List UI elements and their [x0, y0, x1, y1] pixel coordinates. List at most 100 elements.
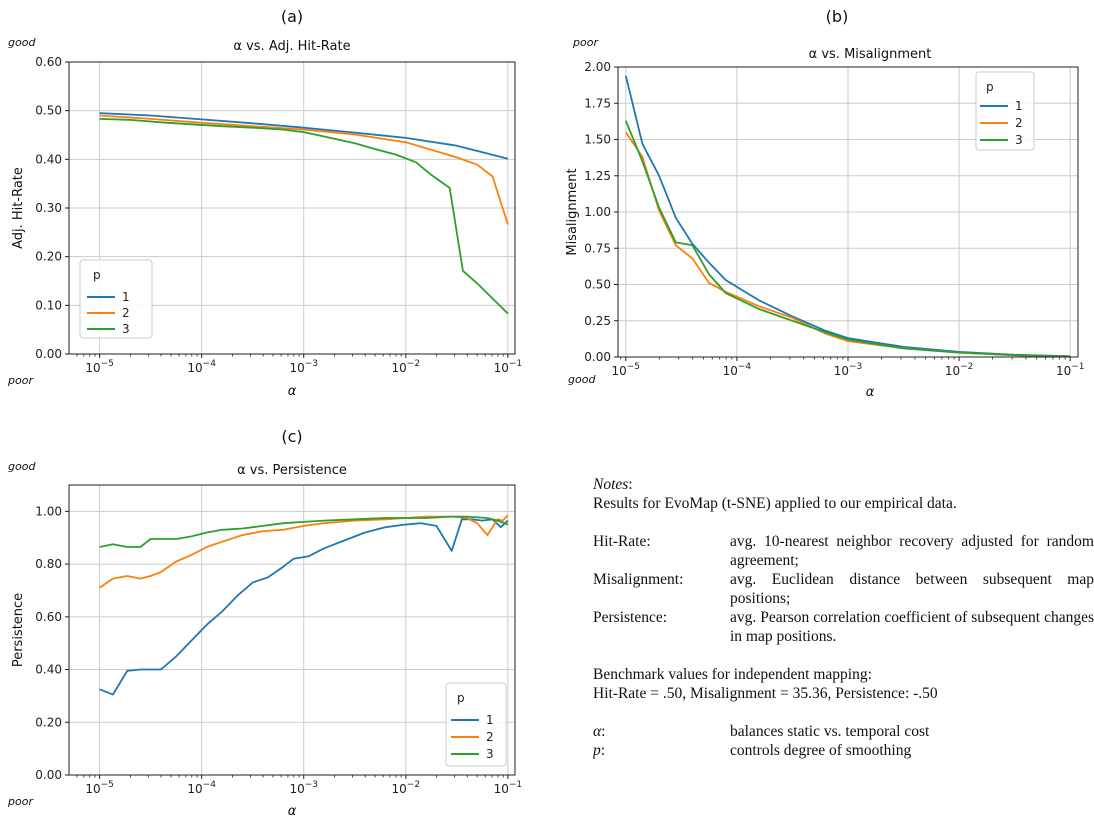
y-tick-label: 0.50 — [35, 104, 62, 118]
legend-box — [975, 71, 1035, 151]
quality-bottom-label: poor — [7, 795, 34, 808]
plot-area: 10−5 10−4 10−3 10−2 10−1 0.00 0.10 0.20 0.30 0.40… — [35, 55, 522, 375]
y-tick-label: 0.10 — [35, 298, 62, 312]
y-tick-label: 0.60 — [35, 55, 62, 69]
panel-label: (a) — [281, 7, 303, 26]
benchmark-values: Hit-Rate = .50, Misalignment = 35.36, Pe… — [593, 685, 938, 702]
x-tick-label: 10−1 — [494, 359, 523, 375]
definition-text: avg. 10-nearest neighbor recovery adjust… — [730, 533, 1094, 569]
series-line-p1 — [99, 112, 509, 160]
x-tick-label: 10−5 — [85, 359, 114, 375]
quality-top-label: poor — [572, 36, 599, 49]
x-tick-label: 10−5 — [85, 780, 114, 796]
legend-title: p — [457, 691, 465, 705]
quality-top-label: good — [8, 460, 36, 473]
definition-text: avg. Euclidean distance between subseque… — [730, 571, 1094, 607]
series-line-p1 — [624, 75, 1071, 358]
series-line-p1 — [99, 518, 509, 696]
chart-panel-b: 10−5 10−4 10−3 10−2 10−1 0.00 0.25 0.50 0.75 1.00… — [565, 7, 1085, 400]
x-tick-label: 10−2 — [945, 362, 974, 378]
x-tick-label: 10−3 — [834, 362, 863, 378]
legend-label-p3: 3 — [486, 747, 494, 761]
definition-term: Hit-Rate: — [593, 533, 651, 550]
x-tick-label: 10−3 — [289, 780, 318, 796]
x-tick-label: 10−4 — [187, 359, 216, 375]
definition-term: Persistence: — [593, 609, 668, 626]
x-axis-label: α — [288, 384, 297, 399]
parameter-text: controls degree of smoothing — [730, 742, 912, 759]
parameter-symbol: α — [593, 723, 602, 740]
panel-label: (c) — [281, 427, 302, 446]
y-tick-label: 0.30 — [35, 201, 62, 215]
chart-panel-a: 10−5 10−4 10−3 10−2 10−1 0.00 0.10 0.20 0.30 0.40… — [7, 7, 522, 399]
quality-bottom-label: poor — [7, 374, 34, 387]
y-tick-label: 0.20 — [35, 250, 62, 264]
legend-label-p2: 2 — [122, 306, 130, 320]
chart-title: α vs. Persistence — [237, 463, 347, 478]
chart-panel-c: 10−5 10−4 10−3 10−2 10−1 0.00 0.20 0.40 0.60 0.80… — [7, 427, 523, 819]
legend-label-p1: 1 — [1015, 99, 1023, 113]
x-tick-label: 10−2 — [392, 359, 421, 375]
y-tick-label: 2.00 — [584, 60, 611, 74]
legend-box — [79, 259, 153, 339]
x-axis-label: α — [866, 385, 875, 400]
parameter-text: balances static vs. temporal cost — [730, 723, 930, 740]
y-tick-label: 0.80 — [35, 557, 62, 571]
definition-term: Misalignment: — [593, 571, 684, 588]
chart-title: α vs. Misalignment — [809, 47, 932, 62]
chart-title: α vs. Adj. Hit-Rate — [233, 39, 350, 54]
x-tick-label: 10−4 — [187, 780, 216, 796]
y-axis-label: Misalignment — [565, 168, 580, 255]
series-line-p3 — [624, 120, 1071, 358]
y-tick-label: 1.50 — [584, 133, 611, 147]
benchmark-title: Benchmark values for independent mapping… — [593, 666, 872, 683]
x-tick-label: 10−3 — [289, 359, 318, 375]
legend-label-p1: 1 — [486, 713, 494, 727]
x-tick-label: 10−1 — [1056, 362, 1085, 378]
legend-title: p — [93, 268, 101, 282]
plot-area: 10−5 10−4 10−3 10−2 10−1 0.00 0.25 0.50 0.75 1.00… — [584, 60, 1084, 378]
definition-persistence: Persistence: avg. Pearson correlation co… — [593, 608, 1094, 646]
y-axis-label: Persistence — [11, 593, 26, 667]
y-tick-label: 0.25 — [584, 314, 611, 328]
legend-label-p2: 2 — [1015, 116, 1023, 130]
y-tick-label: 1.25 — [584, 169, 611, 183]
legend-box — [445, 682, 507, 767]
y-tick-label: 0.00 — [35, 768, 62, 782]
definition-misalignment: Misalignment: avg. Euclidean distance be… — [593, 570, 1094, 608]
quality-bottom-label: good — [568, 373, 596, 386]
notes-intro: Results for EvoMap (t-SNE) applied to ou… — [593, 495, 957, 512]
y-tick-label: 0.00 — [35, 347, 62, 361]
notes-block: Notes: Results for EvoMap (t-SNE) applie… — [593, 475, 1094, 760]
parameter-symbol: p — [593, 742, 601, 759]
x-axis-label: α — [288, 804, 297, 819]
notes-heading: Notes: — [593, 476, 633, 493]
y-tick-label: 1.75 — [584, 96, 611, 110]
y-tick-label: 0.20 — [35, 715, 62, 729]
series-line-p2 — [99, 114, 509, 225]
parameter-p: p: controls degree of smoothing — [593, 741, 1094, 760]
legend-label-p3: 3 — [1015, 133, 1023, 147]
y-tick-label: 0.40 — [35, 663, 62, 677]
y-tick-label: 1.00 — [584, 205, 611, 219]
x-tick-label: 10−5 — [611, 362, 640, 378]
y-axis-label: Adj. Hit-Rate — [11, 167, 26, 249]
series-line-p3 — [99, 118, 509, 315]
series-line-p3 — [99, 515, 509, 548]
parameter-alpha: α: balances static vs. temporal cost — [593, 722, 1094, 741]
y-tick-label: 0.75 — [584, 241, 611, 255]
series-line-p2 — [99, 514, 509, 589]
x-tick-label: 10−1 — [494, 780, 523, 796]
x-tick-label: 10−4 — [723, 362, 752, 378]
y-tick-label: 0.50 — [584, 278, 611, 292]
y-tick-label: 1.00 — [35, 504, 62, 518]
y-tick-label: 0.60 — [35, 610, 62, 624]
plot-frame — [68, 484, 516, 776]
legend-label-p1: 1 — [122, 290, 130, 304]
legend-label-p3: 3 — [122, 322, 130, 336]
legend-title: p — [986, 80, 994, 94]
y-tick-label: 0.40 — [35, 152, 62, 166]
quality-top-label: good — [8, 36, 36, 49]
definition-text: avg. Pearson correlation coefficient of … — [730, 609, 1094, 645]
definition-hit-rate: Hit-Rate: avg. 10-nearest neighbor recov… — [593, 532, 1094, 570]
